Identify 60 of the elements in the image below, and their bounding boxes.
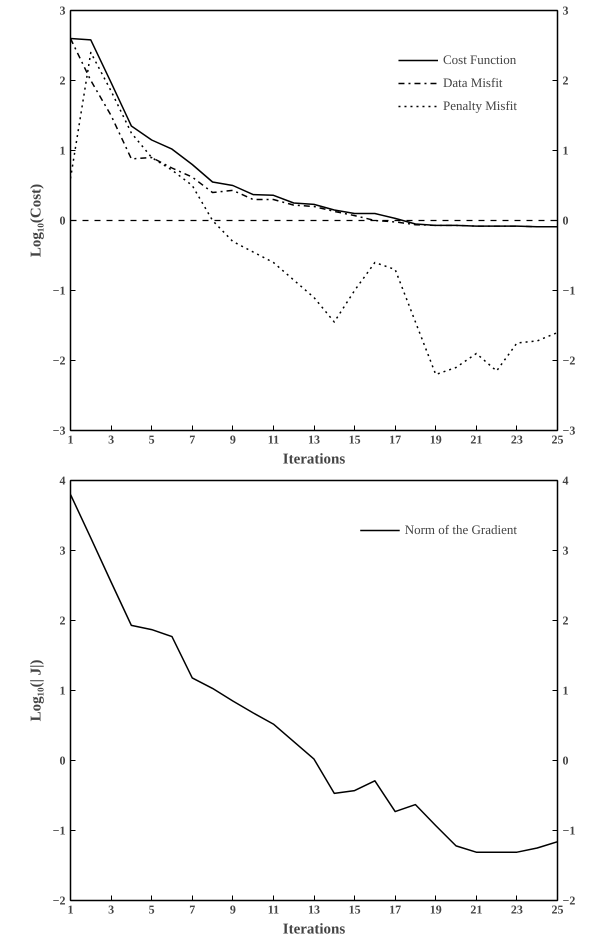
y2-tick-label: 1 [562,144,568,158]
y2-tick-label: 4 [562,474,568,488]
y2-tick-label: 0 [562,754,568,768]
y-tick-label: −2 [52,354,66,368]
x-tick-label: 9 [230,432,236,446]
x-tick-label: 25 [552,432,564,446]
x-tick-label: 15 [348,902,361,916]
x-tick-label: 19 [430,432,442,446]
y2-tick-label: −2 [562,894,576,908]
x-tick-label: 13 [308,432,320,446]
legend-label: Cost Function [442,52,516,68]
y2-tick-label: −2 [562,354,576,368]
y2-tick-label: −1 [562,284,576,298]
legend-label: Data Misfit [442,75,503,91]
x-axis-title: Iterations [282,452,346,468]
x-tick-label: 21 [470,432,482,446]
y-tick-label: 0 [60,754,66,768]
x-tick-label: 25 [552,902,564,916]
x-tick-label: 9 [230,902,236,916]
x-tick-label: 7 [189,432,196,446]
y-tick-label: 3 [60,544,66,558]
y-tick-label: 4 [60,474,66,488]
x-tick-label: 23 [510,902,523,916]
y2-tick-label: 1 [562,684,568,698]
x-tick-label: 17 [389,432,402,446]
y-tick-label: 2 [60,74,66,88]
y2-tick-label: −3 [562,424,576,438]
y-axis-title: Log₁₀(Cost) [28,184,45,258]
y2-tick-label: 3 [562,544,568,558]
y-tick-label: 3 [60,4,66,18]
x-tick-label: 11 [268,432,280,446]
x-tick-label: 7 [189,902,196,916]
x-tick-label: 15 [348,432,361,446]
x-tick-label: 13 [308,902,320,916]
y2-tick-label: 2 [562,614,568,628]
x-tick-label: 21 [470,902,482,916]
y2-tick-label: 2 [562,74,568,88]
y-tick-label: 1 [60,684,66,698]
x-tick-label: 5 [148,432,155,446]
y2-tick-label: 0 [562,214,568,228]
x-tick-label: 19 [430,902,442,916]
y-tick-label: −1 [52,284,66,298]
y2-tick-label: 3 [562,4,568,18]
x-axis-title: Iterations [282,922,346,938]
y-axis-title: Log₁₀(| J|) [28,660,45,722]
x-tick-label: 3 [108,902,114,916]
y2-tick-label: −1 [562,824,576,838]
x-tick-label: 5 [148,902,155,916]
y-tick-label: −3 [52,424,66,438]
x-tick-label: 11 [268,902,280,916]
y-tick-label: 0 [60,214,66,228]
x-tick-label: 23 [510,432,523,446]
legend-label: Norm of the Gradient [404,522,517,538]
x-tick-label: 17 [389,902,402,916]
y-tick-label: −1 [52,824,66,838]
legend-label: Penalty Misfit [442,98,517,114]
y-tick-label: −2 [52,894,66,908]
x-tick-label: 3 [108,432,114,446]
y-tick-label: 1 [60,144,66,158]
y-tick-label: 2 [60,614,66,628]
